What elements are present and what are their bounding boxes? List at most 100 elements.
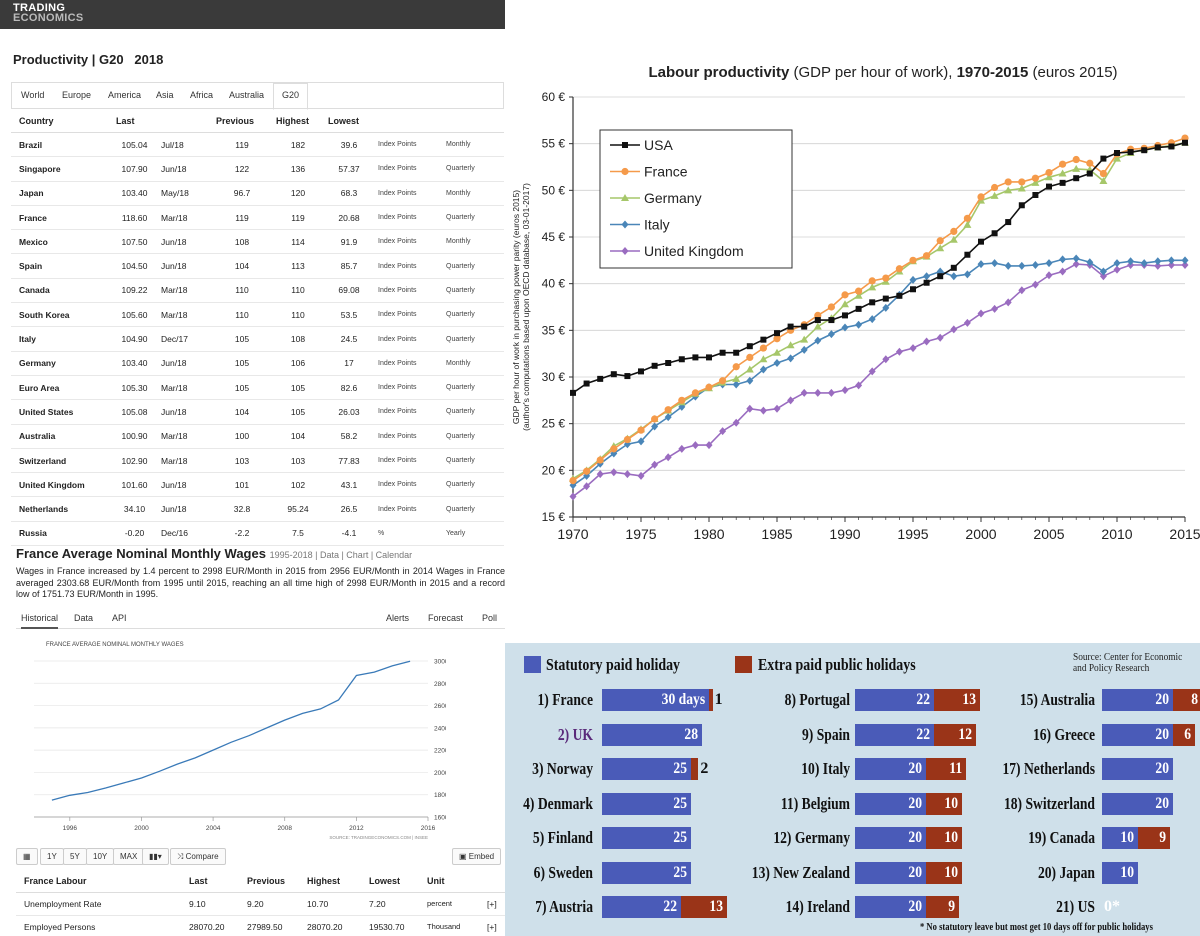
country-link[interactable]: Russia [11,521,108,547]
data-point-italy[interactable] [800,345,808,354]
data-point-germany[interactable] [949,235,958,243]
data-point-italy[interactable] [773,359,781,367]
data-point-italy[interactable] [1004,261,1012,270]
data-point-uk[interactable] [1167,261,1175,269]
data-point-france[interactable] [1031,174,1039,182]
data-point-uk[interactable] [855,381,863,390]
data-point-italy[interactable] [1086,258,1094,267]
data-point-usa[interactable] [610,371,617,378]
data-point-france[interactable] [732,363,740,371]
data-point-germany[interactable] [1058,169,1067,177]
data-point-france[interactable] [651,415,659,423]
data-point-germany[interactable] [868,283,877,291]
data-point-france[interactable] [1018,178,1026,186]
data-point-uk[interactable] [963,318,971,327]
table-row[interactable]: South Korea 105.60 Mar/18 110 110 53.5 Index P… [11,302,504,328]
data-point-germany[interactable] [732,374,741,382]
data-point-germany[interactable] [841,300,849,308]
data-point-usa[interactable] [678,356,685,363]
data-point-uk[interactable] [800,388,808,397]
series-line-uk[interactable] [572,263,1185,498]
table-row[interactable]: Brazil 105.04 Jul/18 119 182 39.6 Index Points… [11,132,504,158]
data-point-italy[interactable] [637,437,645,446]
table-button[interactable]: ▦ [16,848,38,865]
data-point-france[interactable] [610,445,618,453]
table-row[interactable]: United Kingdom 101.60 Jun/18 101 102 43.1 Inde… [11,472,504,498]
data-point-usa[interactable] [991,230,998,237]
country-link[interactable]: Japan [11,181,108,206]
data-point-usa[interactable] [964,251,971,258]
data-point-france[interactable] [1072,155,1080,164]
data-point-italy[interactable] [855,320,863,329]
data-point-france[interactable] [719,377,727,385]
data-point-germany[interactable] [1099,177,1108,184]
table-row[interactable]: Australia 100.90 Mar/18 100 104 58.2 Index Poi… [11,424,504,449]
table-row[interactable]: Japan 103.40 May/18 96.7 120 68.3 Index Points… [11,181,504,206]
data-point-uk[interactable] [1113,265,1121,274]
data-point-uk[interactable] [746,404,754,413]
data-point-usa[interactable] [746,343,753,350]
range-10y-button[interactable]: 10Y [86,848,115,865]
data-point-uk[interactable] [719,427,727,436]
data-point-usa[interactable] [1100,155,1107,162]
country-link[interactable]: United Kingdom [11,472,108,498]
data-point-italy[interactable] [732,380,740,389]
data-point-france[interactable] [923,252,931,260]
data-point-france[interactable] [841,291,849,299]
table-row[interactable]: Unemployment Rate 9.10 9.20 10.70 7.20 percen… [16,892,505,916]
data-point-usa[interactable] [1059,179,1066,186]
expand-link[interactable]: [+] [479,915,505,936]
country-link[interactable]: Singapore [11,156,108,182]
data-point-usa[interactable] [1127,149,1134,156]
country-link[interactable]: Switzerland [11,448,108,474]
data-point-usa[interactable] [624,373,631,380]
country-link[interactable]: Spain [11,253,108,279]
data-point-uk[interactable] [923,337,931,346]
data-point-germany[interactable] [813,322,822,330]
data-point-uk[interactable] [1031,280,1039,289]
data-point-usa[interactable] [923,279,930,286]
series-line-usa[interactable] [572,141,1186,394]
data-point-italy[interactable] [991,259,999,268]
data-point-italy[interactable] [651,422,659,431]
column-header[interactable]: Previous [208,108,268,133]
data-point-france[interactable] [909,256,917,264]
data-point-uk[interactable] [1072,260,1080,269]
column-header[interactable] [153,108,208,133]
range-max-button[interactable]: MAX [113,848,145,865]
indicator-link[interactable]: Employed Persons [16,915,181,936]
data-point-france[interactable] [583,467,591,475]
data-point-usa[interactable] [950,264,957,271]
data-point-germany[interactable] [745,365,754,373]
embed-button[interactable]: ▣ Embed [452,848,502,865]
data-point-uk[interactable] [1099,272,1107,281]
data-point-france[interactable] [991,183,999,192]
data-point-usa[interactable] [760,336,767,343]
data-point-france[interactable] [950,227,958,235]
data-point-germany[interactable] [854,291,863,299]
data-point-usa[interactable] [583,380,590,387]
data-point-france[interactable] [1004,178,1012,186]
data-point-italy[interactable] [827,330,835,339]
data-point-uk[interactable] [637,471,645,480]
data-point-germany[interactable] [963,220,972,228]
data-point-usa[interactable] [665,360,672,366]
data-point-france[interactable] [1045,169,1053,177]
range-5y-button[interactable]: 5Y [63,848,87,865]
data-point-usa[interactable] [828,317,835,324]
tab-australia[interactable]: Australia [229,90,265,100]
data-point-france[interactable] [637,426,645,434]
country-link[interactable]: Euro Area [11,375,108,401]
data-point-usa[interactable] [1032,192,1039,198]
tab-africa[interactable]: Africa [190,90,214,100]
data-point-france[interactable] [977,193,985,201]
data-point-usa[interactable] [1086,170,1093,177]
tab-g20[interactable]: G20 [273,83,309,110]
table-row[interactable]: Netherlands 34.10 Jun/18 32.8 95.24 26.5 Index… [11,496,504,522]
data-point-france[interactable] [855,287,863,295]
table-row[interactable]: Canada 109.22 Mar/18 110 110 69.08 Index Point… [11,278,504,304]
data-point-uk[interactable] [623,470,631,479]
table-row[interactable]: Germany 103.40 Jun/18 105 106 17 Index Points M… [11,351,504,376]
data-point-uk[interactable] [950,325,958,334]
data-point-italy[interactable] [868,315,876,324]
